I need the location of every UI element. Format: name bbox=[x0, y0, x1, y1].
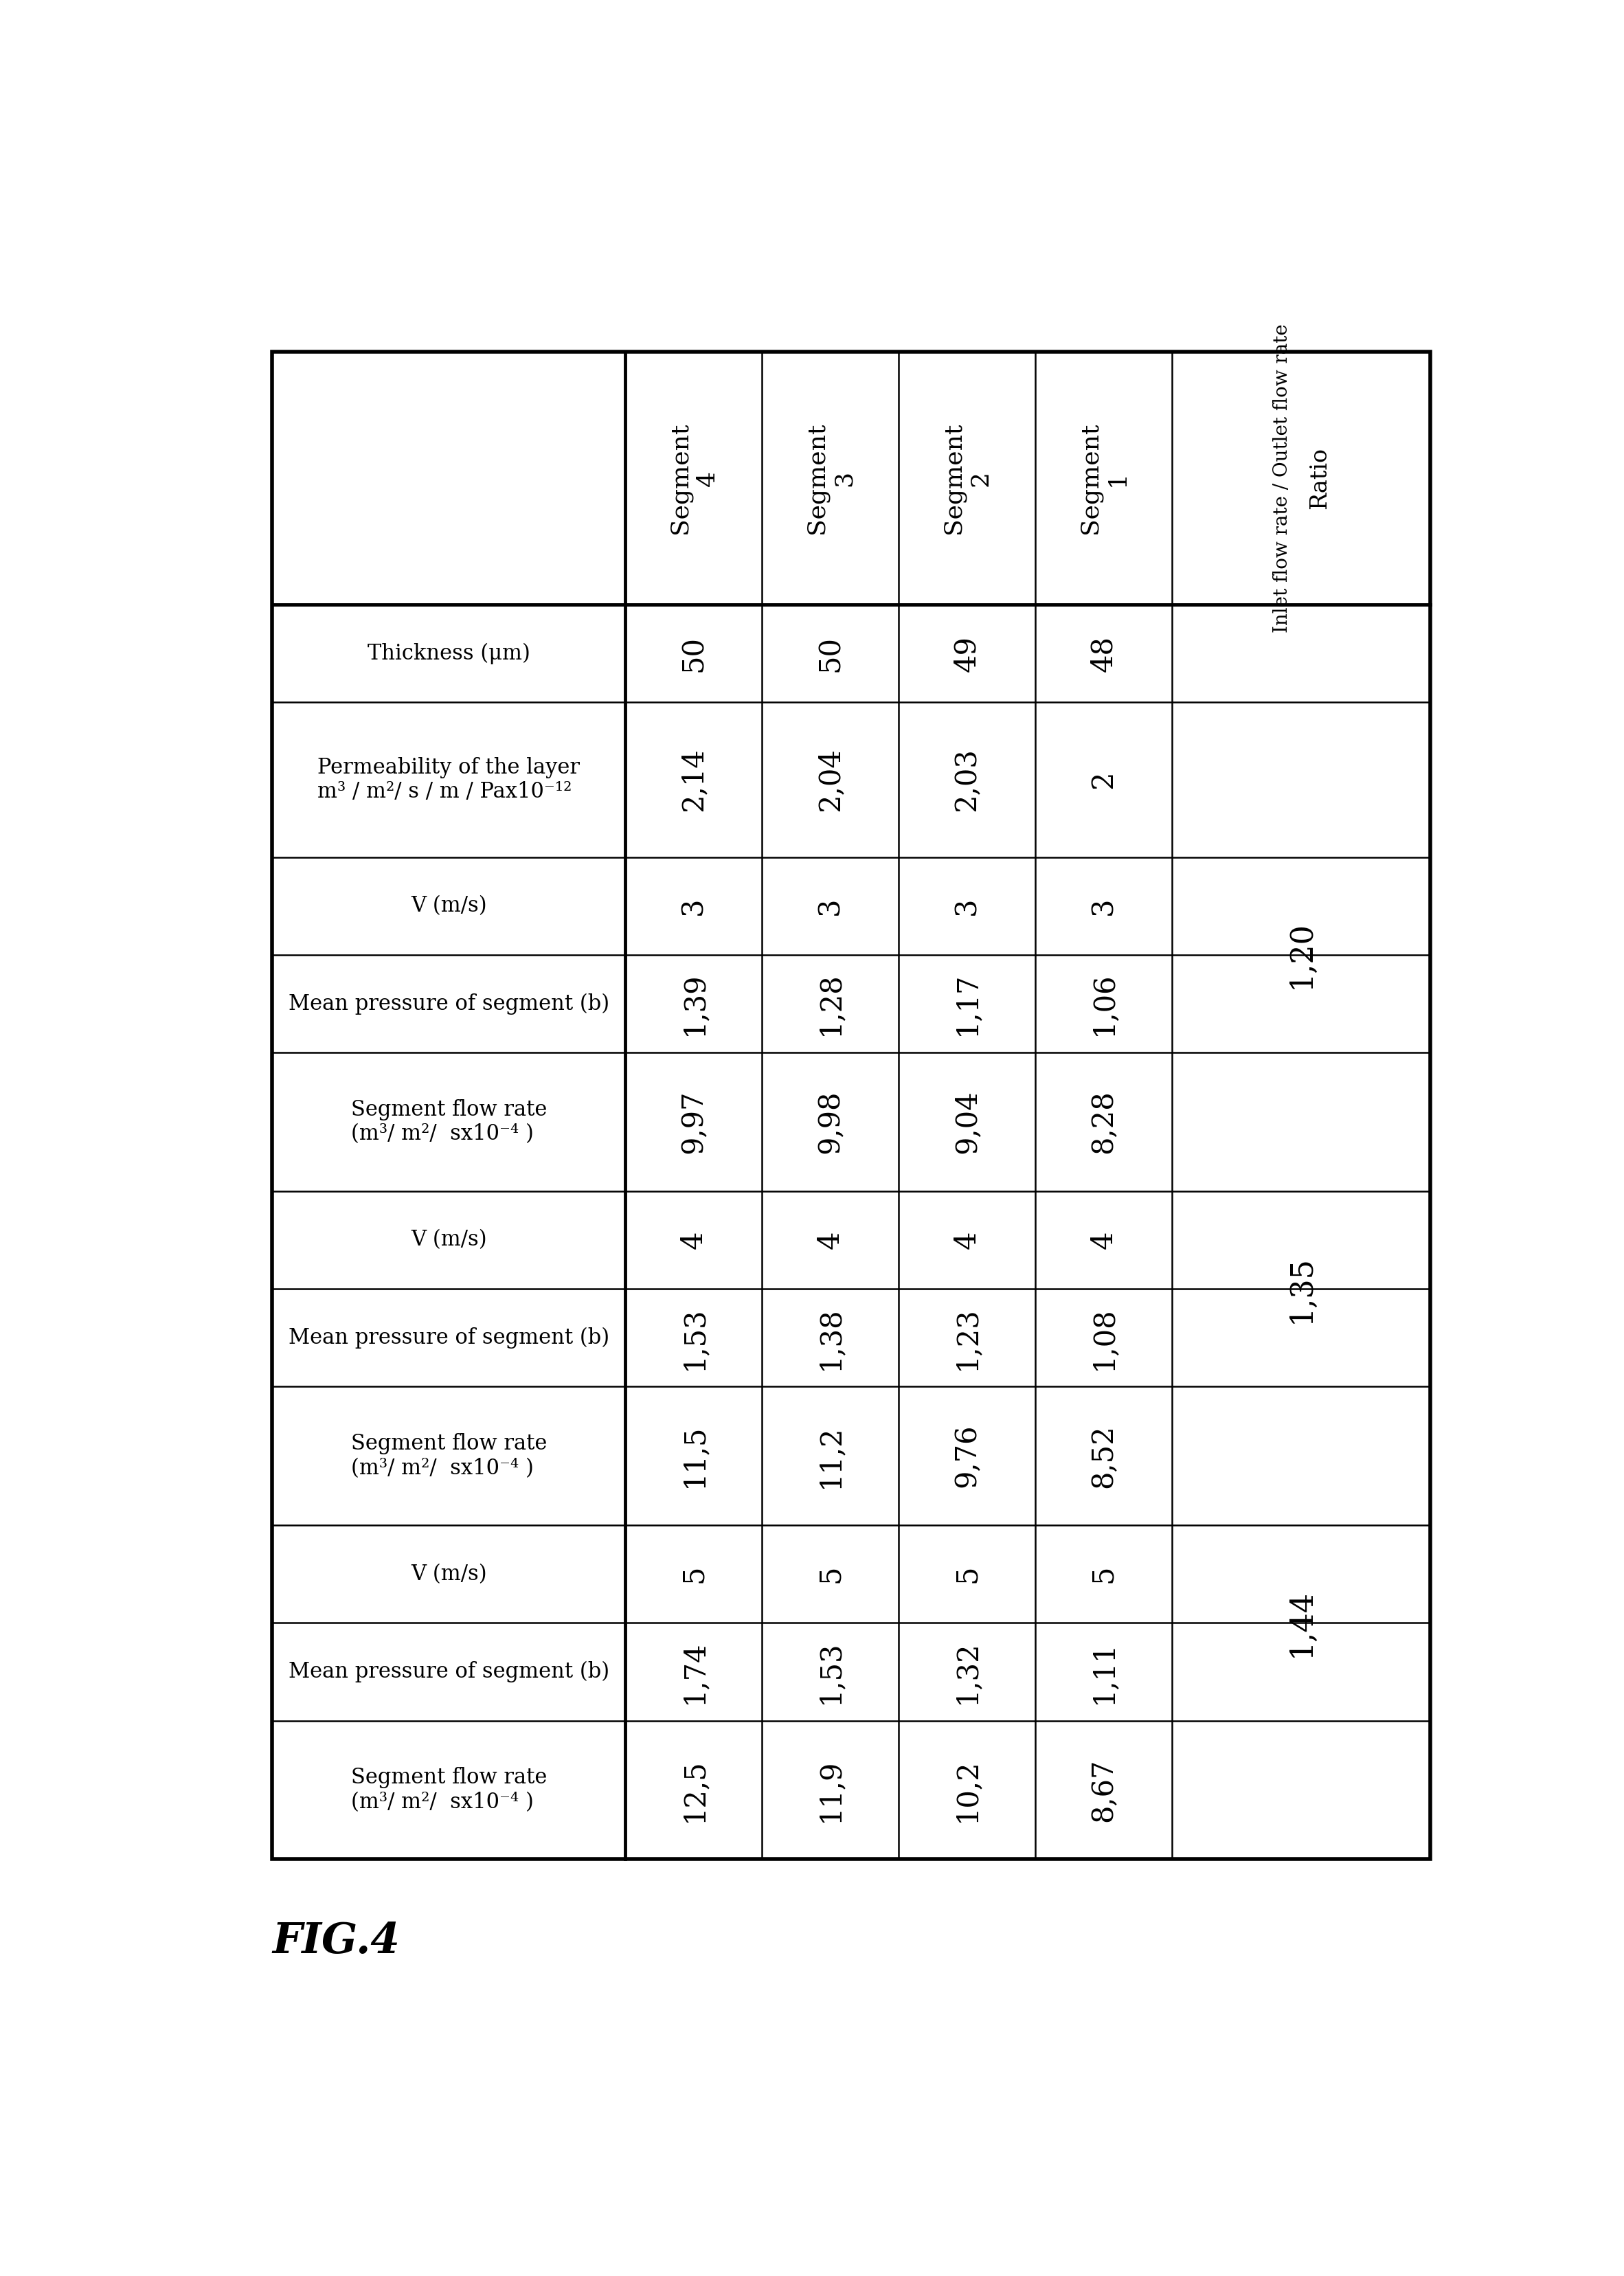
Text: 4: 4 bbox=[815, 1231, 844, 1250]
Text: Segment
1: Segment 1 bbox=[1078, 423, 1129, 535]
Text: 1,39: 1,39 bbox=[679, 972, 708, 1036]
Text: 5: 5 bbox=[679, 1566, 708, 1584]
Text: 4: 4 bbox=[953, 1231, 981, 1250]
Text: 50: 50 bbox=[815, 635, 844, 671]
Text: 1,17: 1,17 bbox=[953, 972, 981, 1036]
Text: 1,08: 1,08 bbox=[1090, 1306, 1117, 1370]
Text: 1,38: 1,38 bbox=[815, 1306, 844, 1370]
Text: 11,5: 11,5 bbox=[679, 1425, 708, 1489]
Text: Inlet flow rate / Outlet flow rate: Inlet flow rate / Outlet flow rate bbox=[1273, 323, 1291, 633]
Text: Segment
3: Segment 3 bbox=[806, 423, 856, 535]
Text: 3: 3 bbox=[815, 897, 844, 915]
Text: 8,67: 8,67 bbox=[1090, 1757, 1117, 1821]
Text: 9,97: 9,97 bbox=[679, 1090, 708, 1154]
Text: Thickness (μm): Thickness (μm) bbox=[367, 642, 529, 665]
Text: 1,35: 1,35 bbox=[1286, 1254, 1315, 1322]
Text: 5: 5 bbox=[953, 1566, 981, 1584]
Text: 48: 48 bbox=[1090, 635, 1117, 671]
Text: Segment
2: Segment 2 bbox=[942, 423, 992, 535]
Text: 5: 5 bbox=[1090, 1566, 1117, 1584]
Text: 9,04: 9,04 bbox=[953, 1090, 981, 1154]
Text: Mean pressure of segment (b): Mean pressure of segment (b) bbox=[289, 992, 609, 1015]
Text: 1,44: 1,44 bbox=[1286, 1589, 1315, 1657]
Bar bbox=[273, 353, 1431, 1859]
Text: 2,03: 2,03 bbox=[953, 749, 981, 813]
Text: 3: 3 bbox=[1090, 897, 1117, 915]
Text: 2,14: 2,14 bbox=[679, 749, 708, 813]
Text: Segment flow rate
(m³/ m²/  sx10⁻⁴ ): Segment flow rate (m³/ m²/ sx10⁻⁴ ) bbox=[351, 1766, 547, 1814]
Text: V (m/s): V (m/s) bbox=[411, 1229, 487, 1250]
Text: 8,52: 8,52 bbox=[1090, 1425, 1117, 1489]
Text: 1,06: 1,06 bbox=[1090, 972, 1117, 1036]
Text: 3: 3 bbox=[679, 897, 708, 915]
Text: V (m/s): V (m/s) bbox=[411, 1564, 487, 1584]
Text: 11,9: 11,9 bbox=[815, 1757, 844, 1821]
Text: 1,20: 1,20 bbox=[1286, 922, 1315, 988]
Text: Mean pressure of segment (b): Mean pressure of segment (b) bbox=[289, 1661, 609, 1682]
Text: 5: 5 bbox=[815, 1566, 844, 1584]
Text: Segment flow rate
(m³/ m²/  sx10⁻⁴ ): Segment flow rate (m³/ m²/ sx10⁻⁴ ) bbox=[351, 1434, 547, 1479]
Text: 8,28: 8,28 bbox=[1090, 1090, 1117, 1154]
Text: 4: 4 bbox=[1090, 1231, 1117, 1250]
Text: V (m/s): V (m/s) bbox=[411, 894, 487, 917]
Text: 4: 4 bbox=[679, 1231, 708, 1250]
Text: 1,53: 1,53 bbox=[815, 1641, 844, 1705]
Text: Permeability of the layer
m³ / m²/ s / m / Pax10⁻¹²: Permeability of the layer m³ / m²/ s / m… bbox=[318, 756, 580, 803]
Text: 1,53: 1,53 bbox=[679, 1306, 708, 1370]
Text: 11,2: 11,2 bbox=[815, 1425, 844, 1489]
Text: Mean pressure of segment (b): Mean pressure of segment (b) bbox=[289, 1327, 609, 1347]
Text: 1,23: 1,23 bbox=[953, 1306, 981, 1370]
Text: FIG.4: FIG.4 bbox=[273, 1921, 400, 1962]
Text: 1,11: 1,11 bbox=[1090, 1641, 1117, 1702]
Text: Segment flow rate
(m³/ m²/  sx10⁻⁴ ): Segment flow rate (m³/ m²/ sx10⁻⁴ ) bbox=[351, 1099, 547, 1145]
Text: 10,2: 10,2 bbox=[953, 1757, 981, 1821]
Text: Segment
4: Segment 4 bbox=[669, 423, 719, 535]
Text: 2: 2 bbox=[1090, 772, 1117, 790]
Text: 9,98: 9,98 bbox=[815, 1090, 844, 1154]
Text: 1,74: 1,74 bbox=[679, 1641, 708, 1705]
Text: Ratio: Ratio bbox=[1309, 448, 1332, 510]
Text: 2,04: 2,04 bbox=[815, 749, 844, 813]
Text: 3: 3 bbox=[953, 897, 981, 915]
Text: 12,5: 12,5 bbox=[679, 1757, 708, 1821]
Text: 9,76: 9,76 bbox=[953, 1425, 981, 1489]
Text: 49: 49 bbox=[953, 635, 981, 671]
Text: 1,28: 1,28 bbox=[815, 972, 844, 1036]
Text: 1,32: 1,32 bbox=[953, 1641, 981, 1705]
Text: 50: 50 bbox=[679, 635, 708, 671]
